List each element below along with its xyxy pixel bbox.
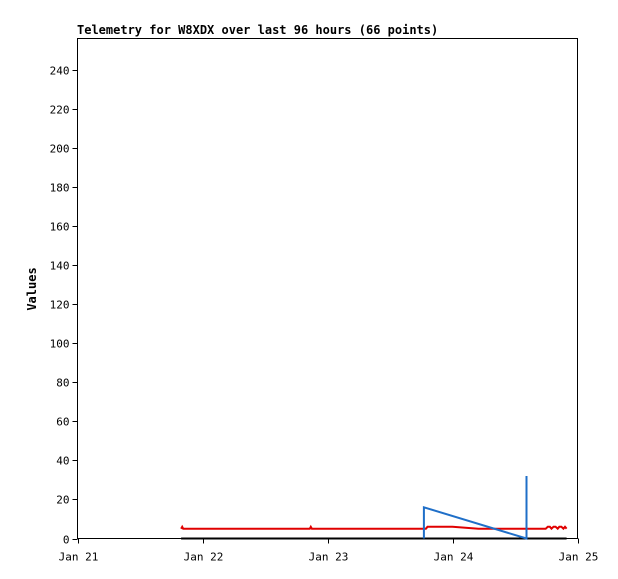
x-tick-label: Jan 23 [309, 551, 349, 564]
y-tick-label: 0 [63, 534, 70, 547]
series-line-1 [180, 524, 568, 531]
y-tick-label: 120 [50, 299, 70, 312]
x-tick-label: Jan 21 [59, 551, 99, 564]
x-axis: Jan 21 Jan 22 Jan 23 Jan 24 Jan 25 [59, 538, 599, 564]
y-tick-label: 80 [56, 377, 69, 390]
x-tick-label: Jan 25 [559, 551, 599, 564]
y-tick-label: 60 [56, 416, 69, 429]
y-tick-label: 100 [50, 338, 70, 351]
y-axis-label: Values [25, 267, 39, 310]
y-tick-label: 200 [50, 143, 70, 156]
series-line-2 [422, 476, 528, 540]
y-tick-label: 220 [50, 104, 70, 117]
y-tick-label: 20 [56, 494, 69, 507]
y-tick-label: 240 [50, 65, 70, 78]
chart-title: Telemetry for W8XDX over last 96 hours (… [77, 23, 438, 37]
plot-area-frame [77, 38, 578, 539]
y-tick-label: 140 [50, 260, 70, 273]
y-tick-label: 40 [56, 455, 69, 468]
y-axis: 0 20 40 60 80 100 120 140 160 180 200 220 240 [50, 65, 78, 547]
series-layer [180, 476, 568, 540]
x-tick-label: Jan 22 [184, 551, 224, 564]
y-tick-label: 180 [50, 182, 70, 195]
x-tick-label: Jan 24 [434, 551, 474, 564]
y-tick-label: 160 [50, 221, 70, 234]
